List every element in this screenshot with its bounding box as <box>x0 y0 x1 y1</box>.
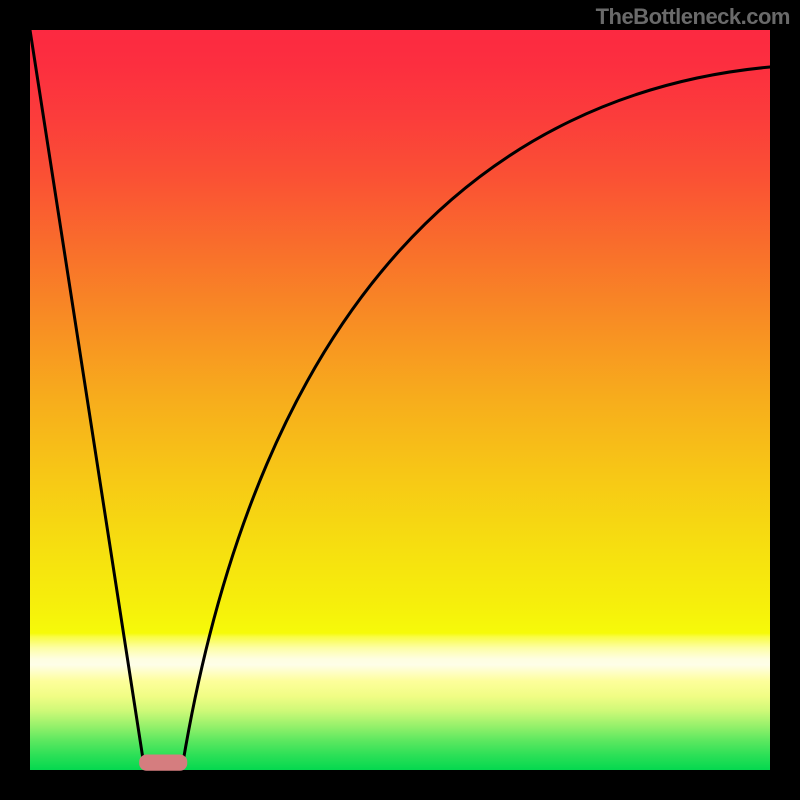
valley-marker <box>139 754 187 770</box>
watermark-text: TheBottleneck.com <box>596 4 790 30</box>
chart-container: TheBottleneck.com <box>0 0 800 800</box>
plot-background <box>30 30 770 770</box>
chart-svg <box>0 0 800 800</box>
